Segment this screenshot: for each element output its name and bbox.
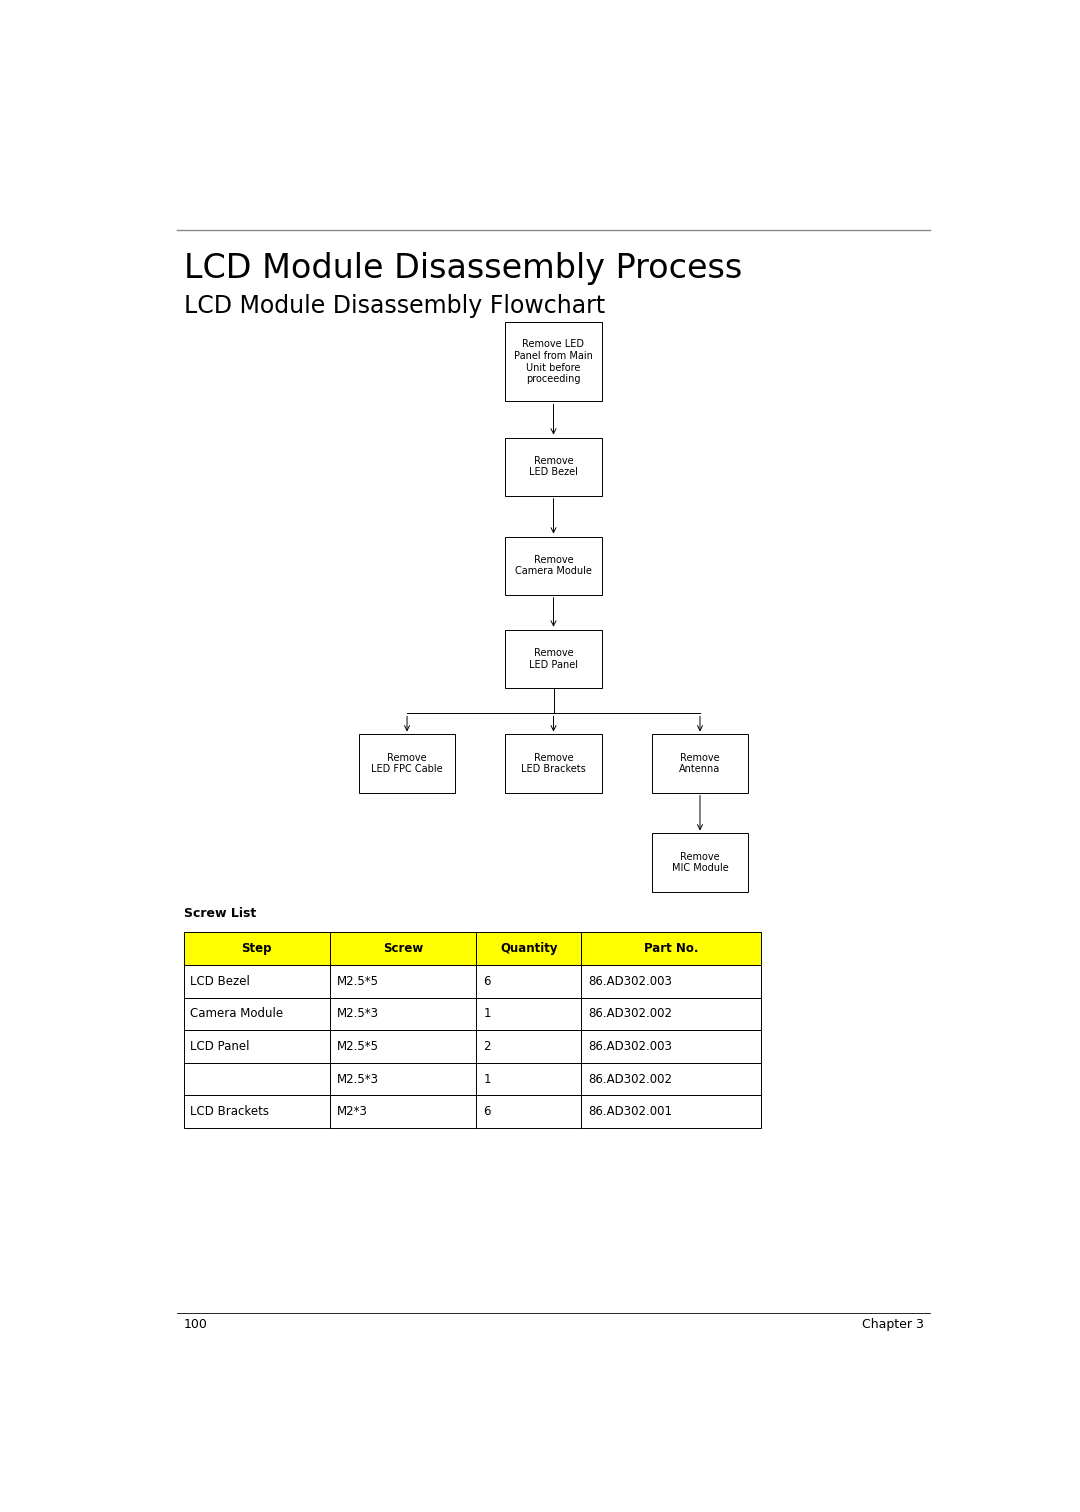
Bar (652, 735, 748, 792)
Bar (505, 437, 602, 496)
Text: M2.5*3: M2.5*3 (337, 1007, 379, 1021)
Text: Camera Module: Camera Module (190, 1007, 283, 1021)
Text: 86.AD302.003: 86.AD302.003 (588, 975, 672, 987)
Text: Chapter 3: Chapter 3 (862, 1318, 923, 1331)
Bar (184, 998, 330, 1030)
Bar (476, 1030, 581, 1063)
Text: Remove
LED FPC Cable: Remove LED FPC Cable (372, 753, 443, 774)
Bar (330, 998, 476, 1030)
Text: Remove
LED Panel: Remove LED Panel (529, 649, 578, 670)
Bar (330, 1063, 476, 1095)
Bar (505, 322, 602, 402)
Text: 6: 6 (483, 1105, 490, 1119)
Text: M2.5*5: M2.5*5 (337, 975, 379, 987)
Bar (476, 933, 581, 965)
Text: 100: 100 (184, 1318, 207, 1331)
Bar (581, 998, 761, 1030)
Text: 2: 2 (483, 1040, 490, 1052)
Bar (184, 1030, 330, 1063)
Text: M2.5*3: M2.5*3 (337, 1072, 379, 1086)
Text: 6: 6 (483, 975, 490, 987)
Text: 86.AD302.003: 86.AD302.003 (588, 1040, 672, 1052)
Text: M2.5*5: M2.5*5 (337, 1040, 379, 1052)
Bar (476, 998, 581, 1030)
Text: Remove
Antenna: Remove Antenna (679, 753, 720, 774)
Bar (330, 1030, 476, 1063)
Bar (581, 1030, 761, 1063)
Text: Step: Step (242, 942, 272, 956)
Bar (581, 1095, 761, 1128)
Bar (184, 1095, 330, 1128)
Bar (184, 965, 330, 998)
Text: Screw List: Screw List (184, 907, 256, 921)
Bar (505, 629, 602, 688)
Bar (505, 735, 602, 792)
Text: Part No.: Part No. (644, 942, 699, 956)
Bar (476, 1063, 581, 1095)
Text: 86.AD302.002: 86.AD302.002 (588, 1072, 672, 1086)
Text: LCD Module Disassembly Process: LCD Module Disassembly Process (184, 253, 742, 286)
Bar (359, 735, 455, 792)
Bar (652, 833, 748, 892)
Bar (184, 1063, 330, 1095)
Text: Screw: Screw (383, 942, 423, 956)
Text: LCD Panel: LCD Panel (190, 1040, 249, 1052)
Bar (581, 1063, 761, 1095)
Text: Remove
LED Bezel: Remove LED Bezel (529, 457, 578, 478)
Text: 1: 1 (483, 1007, 490, 1021)
Text: 86.AD302.001: 86.AD302.001 (588, 1105, 672, 1119)
Bar (330, 965, 476, 998)
Text: M2*3: M2*3 (337, 1105, 367, 1119)
Bar (505, 537, 602, 594)
Bar (330, 933, 476, 965)
Bar (184, 933, 330, 965)
Text: Remove
LED Brackets: Remove LED Brackets (522, 753, 585, 774)
Bar (476, 965, 581, 998)
Text: Remove
Camera Module: Remove Camera Module (515, 555, 592, 576)
Text: LCD Module Disassembly Flowchart: LCD Module Disassembly Flowchart (184, 293, 605, 318)
Bar (581, 933, 761, 965)
Text: Remove
MIC Module: Remove MIC Module (672, 851, 728, 874)
Bar (581, 965, 761, 998)
Text: 1: 1 (483, 1072, 490, 1086)
Text: 86.AD302.002: 86.AD302.002 (588, 1007, 672, 1021)
Text: LCD Brackets: LCD Brackets (190, 1105, 269, 1119)
Bar (330, 1095, 476, 1128)
Text: Remove LED
Panel from Main
Unit before
proceeding: Remove LED Panel from Main Unit before p… (514, 340, 593, 384)
Text: Quantity: Quantity (500, 942, 557, 956)
Text: LCD Bezel: LCD Bezel (190, 975, 251, 987)
Bar (476, 1095, 581, 1128)
